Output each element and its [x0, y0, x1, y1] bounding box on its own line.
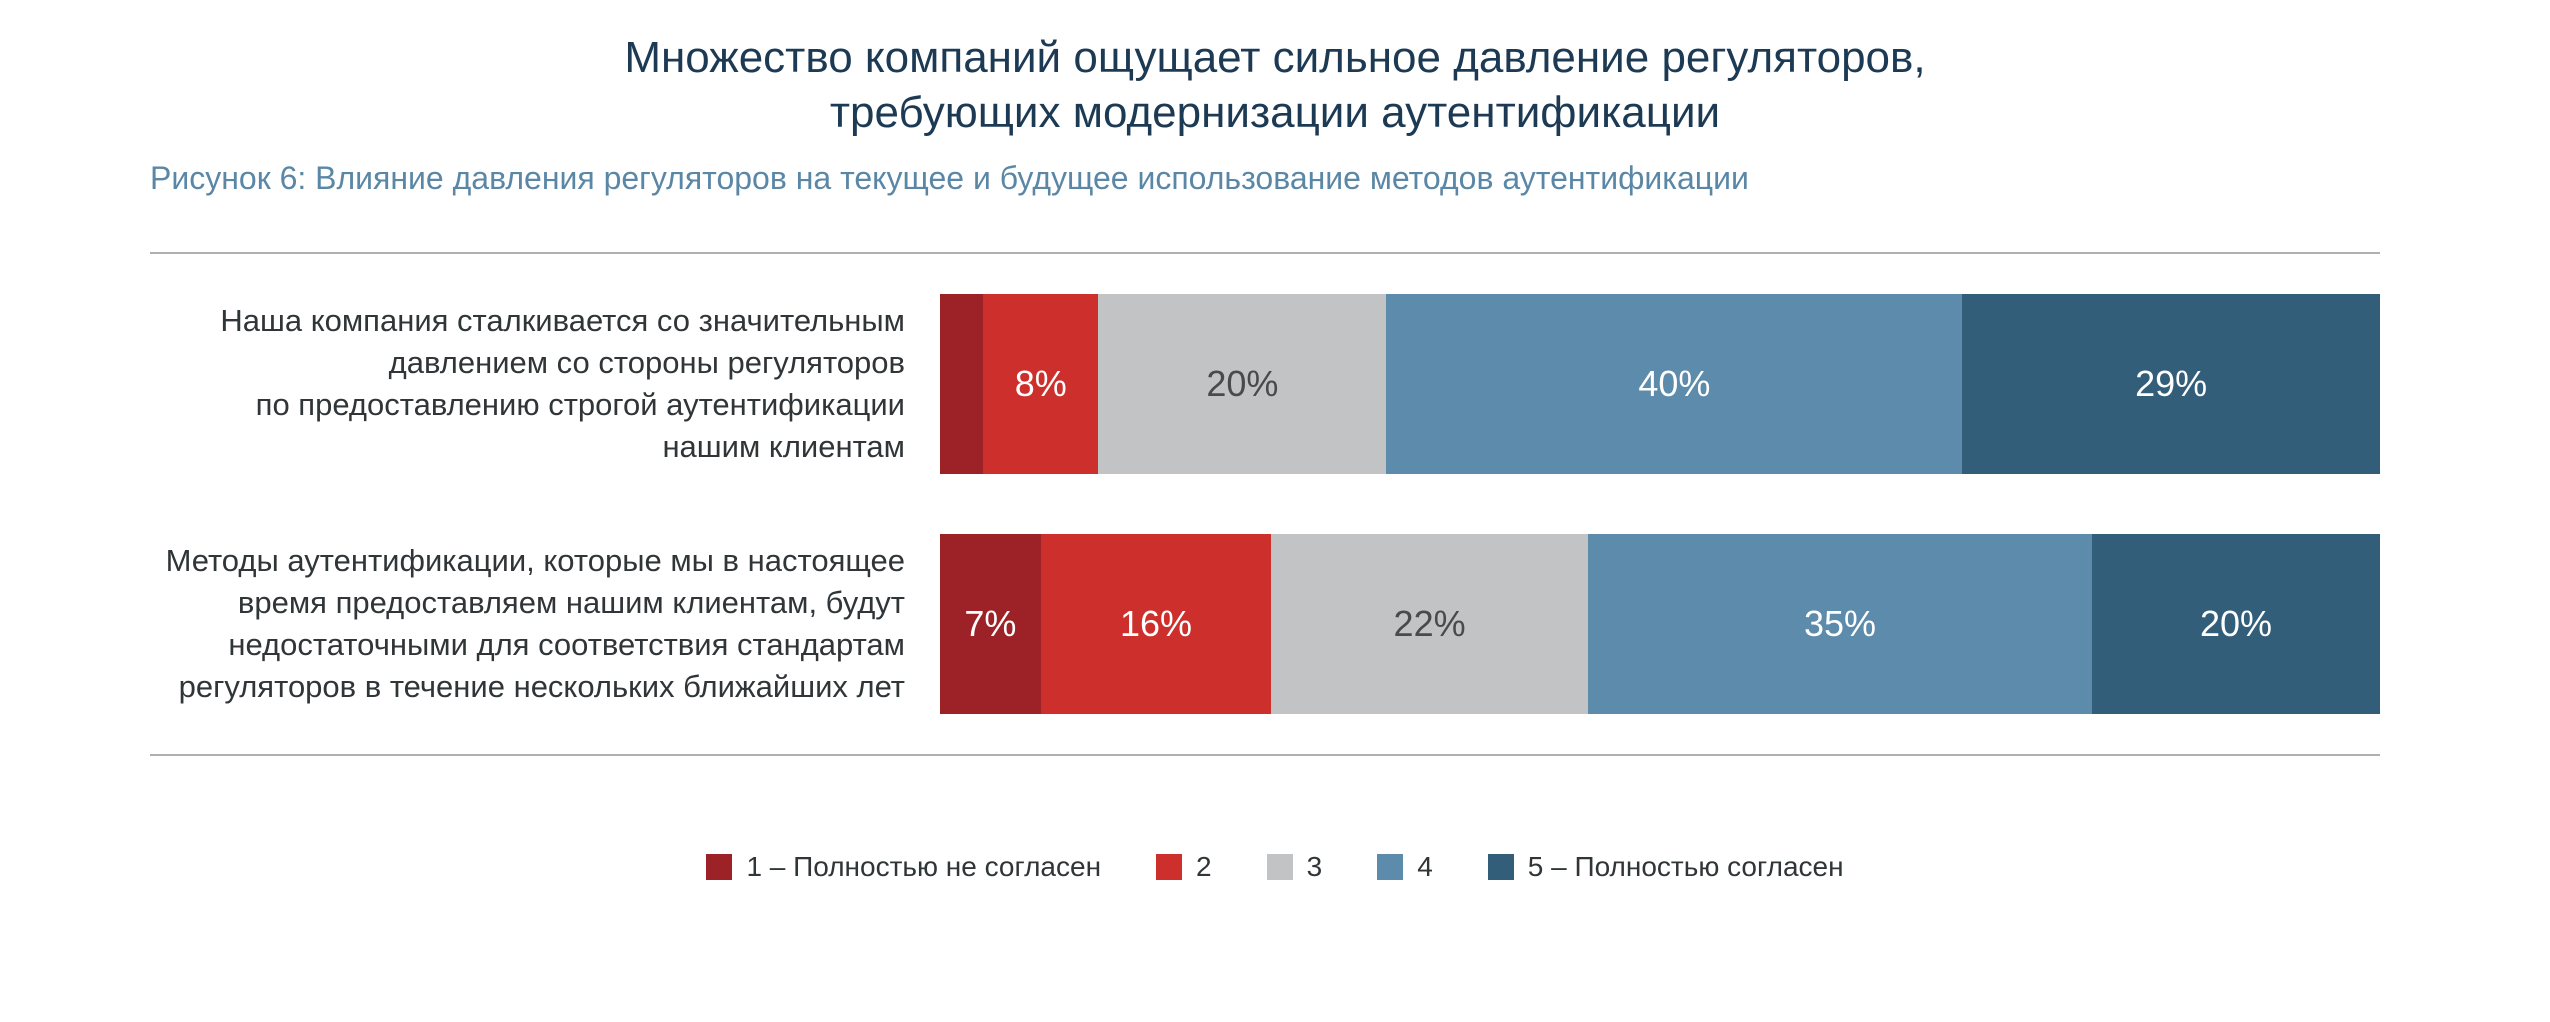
bar-segment: 8%	[983, 294, 1098, 474]
bar-segment: 22%	[1271, 534, 1588, 714]
chart-subtitle: Рисунок 6: Влияние давления регуляторов …	[140, 160, 2410, 197]
chart-legend: 1 – Полностью не согласен 2 3 4 5 – Полность…	[140, 851, 2410, 883]
legend-label: 3	[1307, 851, 1323, 883]
legend-item: 3	[1267, 851, 1323, 883]
legend-label: 1 – Полностью не согласен	[746, 851, 1101, 883]
chart-row: Методы аутентификации, которые мы в наст…	[150, 514, 2380, 754]
legend-swatch	[1377, 854, 1403, 880]
stacked-bar: 7%16%22%35%20%	[940, 534, 2380, 714]
legend-label: 4	[1417, 851, 1433, 883]
chart-plot-area: Наша компания сталкивается со значительн…	[150, 252, 2380, 756]
title-line-2: требующих модернизации аутентификации	[830, 88, 1720, 137]
legend-item: 2	[1156, 851, 1212, 883]
legend-label: 5 – Полностью согласен	[1528, 851, 1844, 883]
bar-segment: 16%	[1041, 534, 1271, 714]
legend-swatch	[1156, 854, 1182, 880]
bar-segment: 29%	[1962, 294, 2380, 474]
legend-swatch	[706, 854, 732, 880]
bar-segment: 35%	[1588, 534, 2092, 714]
title-line-1: Множество компаний ощущает сильное давле…	[624, 33, 1925, 82]
row-label: Методы аутентификации, которые мы в наст…	[150, 540, 940, 707]
bar-segment	[940, 294, 983, 474]
chart-title: Множество компаний ощущает сильное давле…	[140, 30, 2410, 140]
chart-row: Наша компания сталкивается со значительн…	[150, 254, 2380, 514]
stacked-bar: 8%20%40%29%	[940, 294, 2380, 474]
legend-label: 2	[1196, 851, 1212, 883]
bar-segment: 40%	[1386, 294, 1962, 474]
row-label: Наша компания сталкивается со значительн…	[150, 300, 940, 467]
chart-container: Множество компаний ощущает сильное давле…	[0, 0, 2550, 883]
legend-item: 5 – Полностью согласен	[1488, 851, 1844, 883]
legend-swatch	[1267, 854, 1293, 880]
legend-item: 1 – Полностью не согласен	[706, 851, 1101, 883]
bar-segment: 20%	[1098, 294, 1386, 474]
bar-segment: 7%	[940, 534, 1041, 714]
bar-segment: 20%	[2092, 534, 2380, 714]
legend-item: 4	[1377, 851, 1433, 883]
legend-swatch	[1488, 854, 1514, 880]
